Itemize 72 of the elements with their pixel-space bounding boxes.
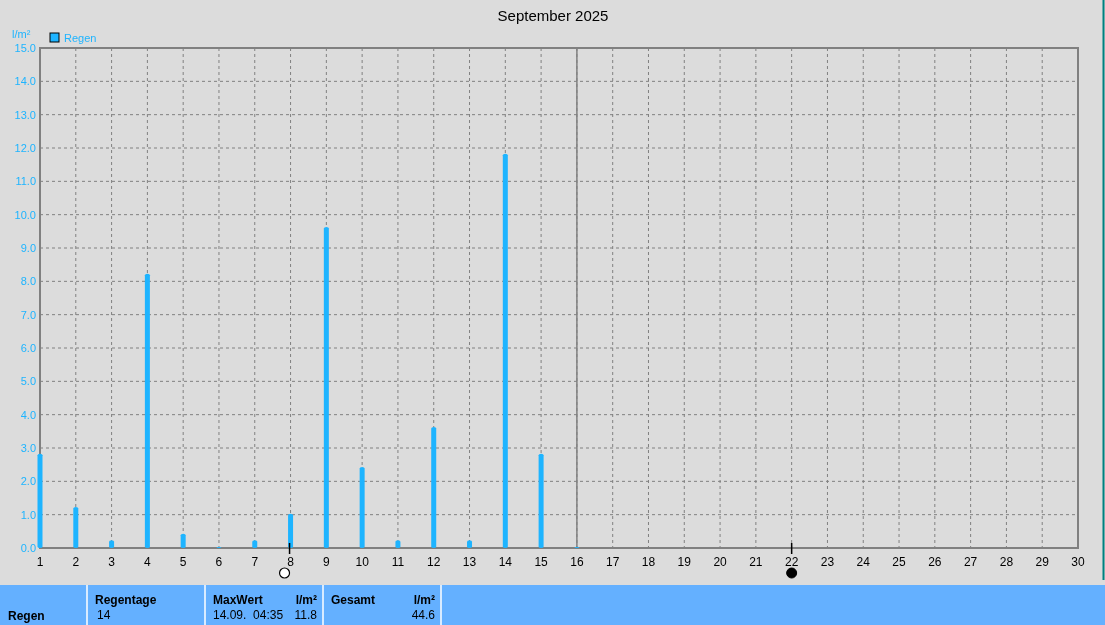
x-tick-label: 7 — [251, 555, 259, 569]
x-tick-label: 16 — [570, 555, 584, 569]
x-tick-label: 19 — [677, 555, 692, 569]
bar — [252, 540, 258, 548]
y-tick-label: 4.0 — [20, 408, 36, 421]
x-tick-label: 27 — [963, 555, 978, 569]
x-tick-label: 5 — [179, 555, 187, 569]
bar — [323, 227, 329, 548]
bar — [288, 513, 294, 548]
x-tick-label: 4 — [144, 555, 152, 569]
y-tick-label: 11.0 — [15, 175, 36, 188]
x-tick-label: 20 — [713, 555, 728, 569]
x-tick-label: 25 — [892, 555, 907, 569]
x-tick-label: 12 — [427, 555, 441, 569]
bar — [180, 533, 186, 548]
x-tick-label: 15 — [534, 555, 549, 569]
text: 14 — [97, 608, 111, 622]
x-tick-label: 30 — [1071, 555, 1085, 569]
x-tick-label: 3 — [108, 555, 116, 569]
x-tick-label: 23 — [820, 555, 835, 569]
y-tick-label: 2.0 — [20, 475, 36, 488]
y-tick-label: 6.0 — [20, 342, 36, 354]
x-tick-label: 8 — [287, 555, 295, 569]
y-tick-label: 13.0 — [14, 108, 36, 121]
x-tick-label: 6 — [215, 555, 223, 569]
x-tick-label: 13 — [462, 555, 477, 569]
y-tick-label: 9.0 — [20, 242, 36, 254]
bar — [502, 153, 508, 548]
y-axis-title: l/m² — [12, 28, 31, 40]
text: MaxWert — [213, 593, 263, 607]
x-tick-label: 24 — [856, 555, 871, 569]
x-tick-label: 9 — [323, 555, 330, 569]
legend-label: Regen — [64, 32, 97, 44]
x-tick-label: 26 — [928, 555, 942, 569]
chart-title: September 2025 — [497, 7, 609, 24]
text: Regentage — [95, 593, 157, 607]
y-tick-label: 15.0 — [14, 42, 36, 54]
x-tick-label: 2 — [72, 555, 80, 569]
y-tick-label: 7.0 — [20, 308, 36, 321]
y-tick-label: 8.0 — [20, 275, 36, 288]
y-tick-label: 12.0 — [14, 142, 36, 154]
x-tick-label: 29 — [1035, 555, 1050, 569]
x-tick-label: 18 — [641, 555, 656, 569]
text: 11.8 — [294, 608, 318, 622]
bar — [109, 540, 115, 548]
x-tick-label: 1 — [36, 555, 44, 569]
x-tick-label: 11 — [391, 555, 405, 569]
x-tick-label: 21 — [749, 555, 763, 569]
bar — [431, 427, 437, 548]
text: l/m² — [413, 593, 435, 607]
bar — [37, 453, 43, 548]
x-tick-label: 17 — [606, 555, 620, 569]
x-tick-label: 22 — [784, 555, 799, 569]
bar — [395, 540, 401, 548]
x-tick-label: 14 — [498, 555, 513, 569]
text: Gesamt — [331, 593, 376, 607]
text: l/m² — [295, 593, 317, 607]
x-tick-label: 28 — [999, 555, 1014, 569]
y-tick-label: 1.0 — [20, 508, 36, 521]
text: 14.09. 04:35 — [213, 608, 284, 622]
y-tick-label: 10.0 — [14, 208, 36, 221]
bar — [73, 507, 79, 548]
y-tick-label: 5.0 — [20, 375, 36, 388]
bar — [359, 467, 365, 548]
y-tick-label: 14.0 — [14, 75, 36, 88]
y-tick-label: 3.0 — [20, 442, 36, 454]
bar — [144, 273, 150, 548]
bar — [538, 453, 544, 548]
text: 44.6 — [411, 608, 436, 622]
text: Regen — [8, 609, 45, 623]
x-tick-label: 10 — [355, 555, 370, 569]
y-tick-label: 0.0 — [20, 542, 36, 554]
